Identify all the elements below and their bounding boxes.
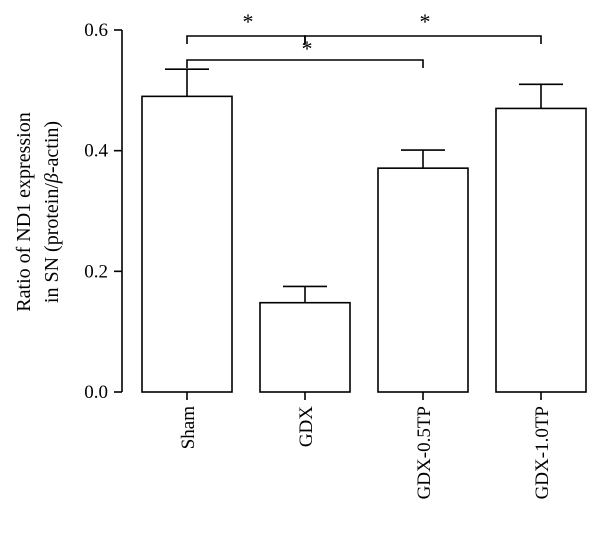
significance-bracket (304, 35, 542, 44)
y-axis-title-line1: Ratio of ND1 expression (13, 112, 35, 311)
significance-star: * (420, 9, 431, 34)
bar-gdx (259, 301, 351, 393)
y-axis-title: Ratio of ND1 expression in SN (protein/β… (13, 112, 63, 311)
x-tick-label: GDX-0.5TP (414, 406, 435, 499)
bar-gdx-1-0tp (495, 107, 587, 393)
x-tick-label: GDX (296, 406, 317, 447)
y-tick-label: 0.4 (84, 141, 108, 162)
y-tick-label: 0.2 (84, 261, 108, 282)
y-tick-label: 0.0 (84, 382, 108, 403)
x-tick-label: Sham (178, 406, 199, 450)
plot-area: 0.0 0.2 0.4 0.6 Sham GDX GDX-0.5TP GDX-1.0TP * * * (84, 9, 587, 499)
significance-bracket (186, 59, 424, 68)
significance-bracket (186, 35, 306, 44)
bar-sham (141, 95, 233, 393)
bar-gdx-0-5tp (377, 167, 469, 393)
y-tick-label: 0.6 (84, 20, 108, 41)
significance-star: * (243, 9, 254, 34)
significance-star: * (302, 36, 313, 61)
y-axis-title-line2: in SN (protein/β-actin) (41, 121, 63, 303)
x-tick-label: GDX-1.0TP (532, 406, 553, 499)
